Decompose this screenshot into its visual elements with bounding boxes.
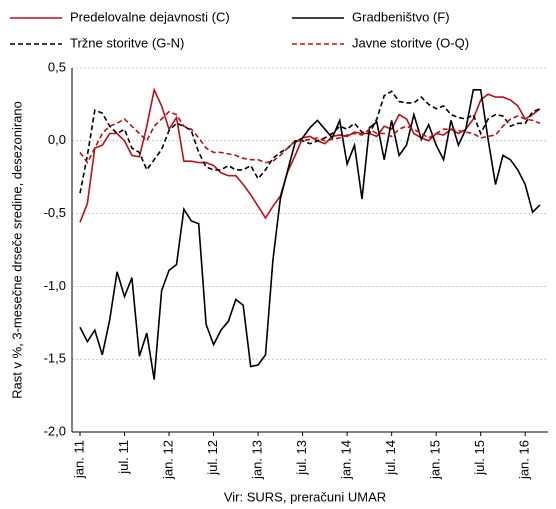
- y-tick-label: -1,0: [44, 278, 66, 293]
- legend-label: Javne storitve (O-Q): [352, 35, 469, 50]
- x-tick-label: jul. 11: [116, 440, 131, 475]
- x-tick-label: jul. 12: [205, 440, 220, 476]
- series-line: [79, 89, 541, 380]
- legend-label: Predelovalne dejavnosti (C): [70, 9, 230, 24]
- x-tick-label: jan. 16: [517, 440, 532, 480]
- series-line: [79, 87, 541, 223]
- x-tick-label: jan. 11: [71, 440, 86, 479]
- legend-label: Gradbeništvo (F): [352, 9, 450, 24]
- x-tick-label: jul. 15: [472, 440, 487, 476]
- y-axis-label: Rast v %, 3-mesečne drseče sredine, dese…: [9, 101, 24, 399]
- x-tick-label: jul. 13: [294, 440, 309, 476]
- x-tick-label: jan. 12: [160, 440, 175, 480]
- y-tick-label: -1,5: [44, 351, 66, 366]
- x-tick-label: jan. 14: [339, 440, 354, 480]
- y-tick-label: 0,0: [48, 132, 66, 147]
- source-note: Vir: SURS, preračuni UMAR: [224, 489, 386, 504]
- x-tick-label: jan. 15: [428, 440, 443, 480]
- y-tick-label: 0,5: [48, 59, 66, 74]
- x-tick-label: jan. 13: [250, 440, 265, 480]
- legend-label: Tržne storitve (G-N): [70, 35, 184, 50]
- y-tick-label: -0,5: [44, 205, 66, 220]
- x-tick-label: jul. 14: [383, 440, 398, 476]
- series-line: [79, 90, 541, 194]
- series-line: [79, 110, 541, 165]
- y-tick-label: -2,0: [44, 423, 66, 438]
